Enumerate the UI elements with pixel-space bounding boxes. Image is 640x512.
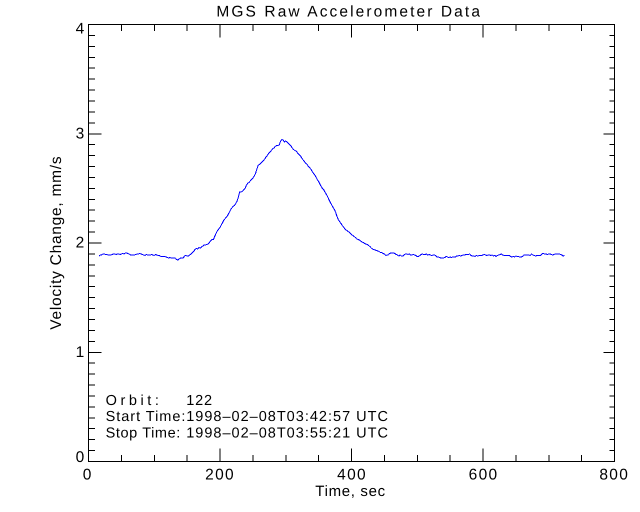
svg-text:800: 800 <box>599 467 629 484</box>
svg-text:MGS Raw Accelerometer Data: MGS Raw Accelerometer Data <box>216 3 482 20</box>
svg-text:Velocity Change, mm/s: Velocity Change, mm/s <box>48 156 65 330</box>
svg-text:122: 122 <box>186 393 213 409</box>
svg-text:1998–02–08T03:55:21 UTC: 1998–02–08T03:55:21 UTC <box>186 425 389 441</box>
svg-text:600: 600 <box>469 467 499 484</box>
svg-text:2: 2 <box>76 235 85 252</box>
svg-text:1: 1 <box>76 344 85 361</box>
svg-text:0: 0 <box>83 467 92 484</box>
svg-text:0: 0 <box>76 449 85 466</box>
svg-text:Time, sec: Time, sec <box>315 483 385 500</box>
svg-text:4: 4 <box>76 20 85 37</box>
svg-text:3: 3 <box>76 126 85 143</box>
svg-text:200: 200 <box>205 467 235 484</box>
svg-text:Start Time:: Start Time: <box>106 409 187 425</box>
svg-text:Stop Time:: Stop Time: <box>106 425 181 441</box>
svg-text:1998–02–08T03:42:57 UTC: 1998–02–08T03:42:57 UTC <box>186 409 389 425</box>
svg-text:Orbit:: Orbit: <box>106 393 163 409</box>
svg-text:400: 400 <box>337 467 367 484</box>
